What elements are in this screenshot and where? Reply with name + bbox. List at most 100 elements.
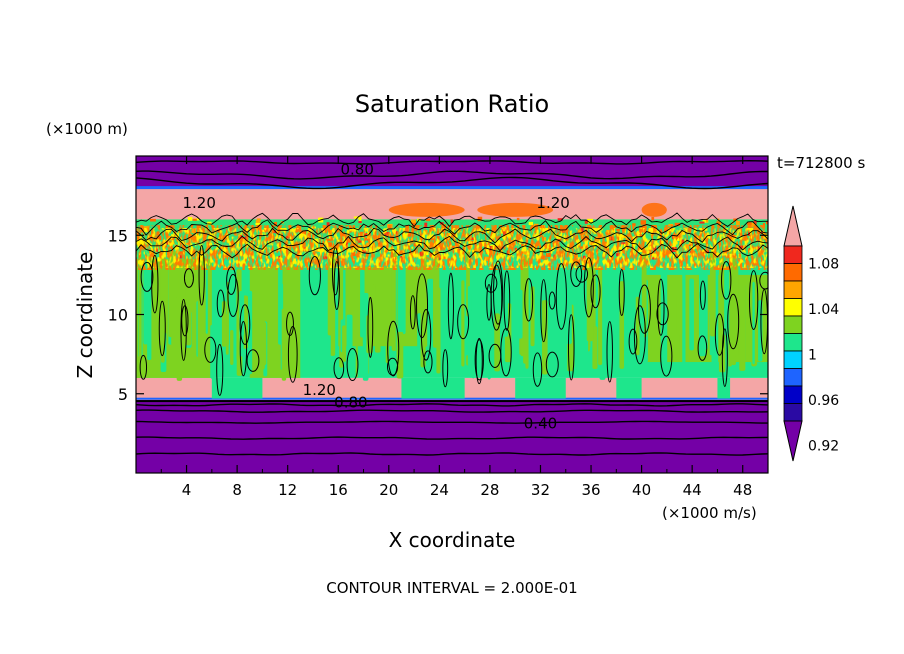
- colorbar-swatch: [783, 263, 803, 282]
- transition-speckle: [587, 218, 594, 224]
- contour-cell: [721, 261, 732, 300]
- contour-lower-2: [136, 420, 768, 424]
- contour-transition-4: [136, 212, 768, 228]
- convective-streak: [281, 308, 287, 381]
- contour-cell: [540, 279, 548, 343]
- transition-speckle: [651, 216, 655, 221]
- base-gap-1: [401, 377, 465, 399]
- colorbar-swatch: [783, 245, 803, 264]
- transition-speckle: [632, 223, 636, 227]
- contour-cell: [657, 278, 665, 336]
- convective-streak: [525, 251, 529, 369]
- contour-label-1: 1.20: [182, 194, 215, 212]
- transition-speckle: [326, 222, 330, 227]
- transition-speckle: [187, 216, 193, 221]
- transition-speckle: [450, 219, 454, 224]
- contour-cell: [567, 314, 575, 381]
- upper-edge-blue: [136, 186, 768, 190]
- transition-speckle: [753, 220, 757, 225]
- convective-streak: [586, 251, 594, 342]
- transition-speckle: [557, 218, 563, 221]
- x-tick-label: 8: [232, 481, 242, 499]
- colorbar-swatch: [783, 350, 803, 369]
- contour-cell: [139, 354, 148, 380]
- transition-speckle: [749, 222, 756, 227]
- convective-streak: [700, 309, 706, 346]
- convective-streak: [210, 324, 216, 379]
- base-gap-3: [616, 377, 642, 399]
- contour-upper-1: [136, 170, 768, 180]
- transition-speckle: [358, 216, 362, 222]
- colorbar-label: 0.96: [808, 393, 839, 409]
- transition-speckle: [716, 221, 720, 224]
- transition-speckle: [412, 222, 416, 227]
- contour-cell: [151, 254, 159, 314]
- contour-cell: [606, 321, 613, 383]
- contour-transition-3: [136, 219, 768, 236]
- contour-cell: [493, 260, 504, 325]
- contour-cell: [575, 265, 589, 283]
- contour-cell: [346, 348, 359, 382]
- contour-cell: [699, 280, 706, 311]
- convective-streak: [260, 322, 267, 366]
- transition-speckle: [410, 219, 417, 225]
- chart-title: Saturation Ratio: [355, 90, 549, 118]
- convective-streak: [399, 251, 406, 335]
- transition-speckle: [736, 220, 740, 226]
- convective-streak: [461, 280, 465, 367]
- contour-cell: [570, 261, 583, 287]
- transition-speckle: [584, 219, 588, 224]
- y-tick-label: 10: [108, 306, 128, 325]
- colorbar-label: 0.92: [808, 439, 839, 455]
- convective-streak: [512, 251, 518, 336]
- convective-streak: [355, 320, 358, 378]
- colorbar-swatch: [783, 403, 803, 422]
- convective-streak: [710, 251, 716, 337]
- x-tick-label: 40: [632, 481, 651, 499]
- contour-cell: [474, 339, 484, 381]
- convective-streak: [744, 311, 750, 351]
- transition-speckle: [255, 222, 261, 226]
- convective-streak: [171, 297, 178, 346]
- contour-cell: [183, 268, 194, 288]
- cloud-top-blob-2: [641, 202, 667, 217]
- colorbar-swatch: [783, 315, 803, 334]
- contour-cell: [524, 278, 534, 322]
- y-tick-label: 15: [108, 226, 128, 245]
- convective-streak: [487, 317, 491, 380]
- contour-label-0: 0.80: [340, 161, 373, 179]
- contour-cell: [548, 291, 556, 310]
- convective-streak: [310, 308, 315, 344]
- transition-speckle: [273, 221, 277, 227]
- colorbar-label: 1.08: [808, 257, 839, 273]
- transition-speckle: [699, 221, 705, 224]
- speckle-layer-yellow: [136, 228, 768, 268]
- y-tick-label: 5: [118, 385, 128, 404]
- contour-cell: [386, 357, 399, 376]
- transition-speckle: [674, 222, 681, 226]
- contour-cell: [158, 300, 166, 357]
- colorbar-swatch: [783, 385, 803, 404]
- x-units-label: (×1000 m/s): [662, 504, 757, 522]
- contour-cell: [198, 245, 205, 306]
- convective-streak: [396, 331, 404, 379]
- convective-streak: [267, 276, 274, 340]
- cloud-top-blob-1: [477, 202, 554, 217]
- transition-speckle: [528, 221, 534, 226]
- contour-cell: [180, 299, 187, 361]
- convective-streak: [739, 277, 746, 371]
- contour-label-3: 1.20: [303, 381, 336, 399]
- contour-cell: [246, 349, 260, 372]
- contour-cell: [216, 343, 224, 396]
- x-tick-label: 32: [531, 481, 550, 499]
- lower-edge-blue: [136, 397, 768, 400]
- convective-streak: [735, 263, 739, 357]
- x-tick-label: 16: [329, 481, 348, 499]
- contour-transition-1: [136, 235, 768, 252]
- base-gap-0: [211, 377, 263, 399]
- contour-cell: [216, 289, 225, 318]
- convective-streak: [360, 269, 365, 338]
- contour-label-2: 1.20: [536, 194, 569, 212]
- convective-streak: [342, 325, 347, 362]
- contour-cell: [387, 320, 400, 377]
